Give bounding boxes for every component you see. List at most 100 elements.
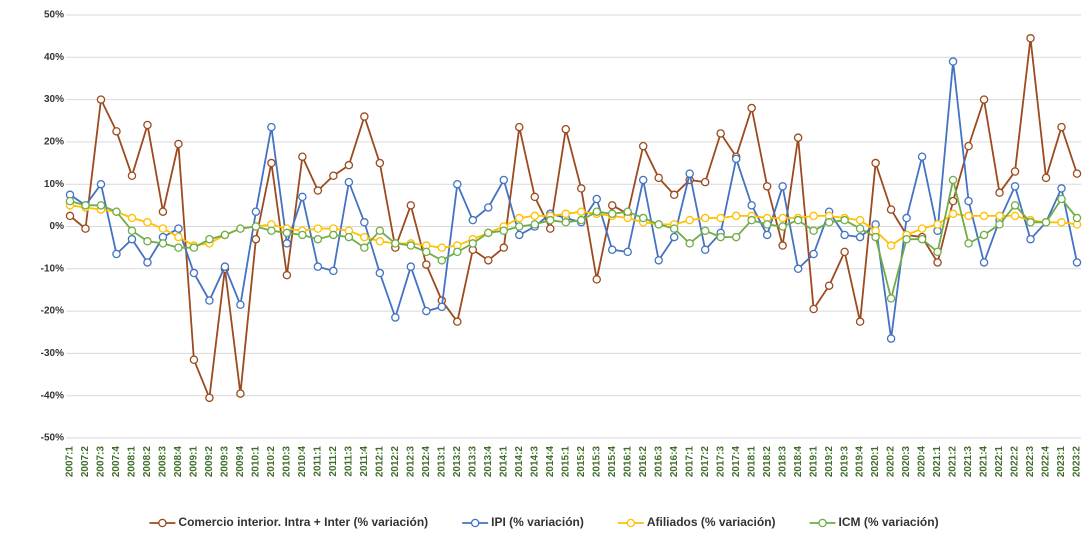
data-point [205, 296, 214, 305]
data-point [375, 158, 385, 168]
data-point [607, 201, 617, 210]
legend-label: Afiliados (% variación) [647, 515, 776, 529]
data-point [499, 226, 509, 235]
data-point [546, 224, 555, 233]
legend-label: ICM (% variación) [839, 515, 939, 529]
x-tick-label: 2018:4 [793, 446, 804, 478]
data-point [731, 154, 741, 164]
x-tick-label: 2017:3 [715, 446, 726, 478]
data-point [1057, 194, 1066, 204]
data-point [700, 245, 710, 255]
data-point [778, 182, 787, 191]
data-point [886, 205, 896, 214]
data-point [778, 241, 787, 250]
x-tick-label: 2010:2 [266, 446, 277, 478]
data-point [1072, 213, 1082, 223]
data-point [313, 224, 323, 233]
y-tick-label: -10% [41, 263, 64, 274]
data-point [855, 317, 865, 326]
data-point [886, 334, 896, 343]
data-point [592, 207, 601, 216]
x-tick-label: 2013:3 [467, 446, 478, 478]
x-tick-label: 2022:4 [1041, 446, 1052, 478]
data-point [96, 201, 106, 210]
data-point [840, 247, 849, 257]
data-point [979, 211, 989, 221]
data-point [375, 268, 385, 278]
data-point [422, 306, 431, 316]
data-point [685, 215, 694, 225]
x-tick-label: 2022:1 [994, 446, 1005, 478]
data-point [1057, 218, 1066, 227]
data-point [329, 266, 338, 276]
data-point [793, 264, 803, 274]
data-point [948, 57, 958, 66]
data-point [964, 211, 973, 221]
data-point [576, 215, 586, 225]
data-point [809, 226, 818, 235]
data-point [282, 270, 292, 280]
data-point [933, 258, 942, 267]
data-point [1041, 218, 1051, 227]
data-point [127, 226, 137, 235]
data-point [809, 304, 818, 314]
data-point [189, 268, 199, 278]
y-tick-label: 20% [44, 137, 64, 148]
data-point [731, 232, 741, 242]
x-tick-label: 2009:1 [189, 446, 200, 478]
x-tick-label: 2011:1 [313, 446, 324, 477]
data-point [530, 192, 540, 202]
x-tick-label: 2009:2 [204, 446, 215, 478]
data-point [65, 196, 75, 206]
y-tick-label: 10% [44, 179, 64, 190]
x-tick-label: 2012:1 [374, 446, 385, 478]
data-point [607, 245, 617, 255]
data-point [561, 124, 571, 134]
data-point [778, 222, 787, 231]
data-point [220, 230, 230, 240]
data-point [143, 258, 152, 267]
x-tick-label: 2007:1 [65, 446, 76, 478]
data-point [917, 152, 927, 161]
x-tick-label: 2010:3 [282, 446, 293, 478]
data-point [499, 175, 509, 185]
x-tick-label: 2011:3 [344, 446, 355, 477]
data-point [344, 177, 354, 187]
x-tick-label: 2016:3 [653, 446, 664, 478]
data-point [979, 230, 989, 240]
data-point [298, 192, 307, 202]
data-point [267, 158, 276, 168]
data-point [747, 103, 756, 113]
data-point [871, 232, 880, 242]
x-tick-label: 2019:1 [808, 446, 819, 478]
x-tick-label: 2007:2 [80, 446, 91, 478]
data-point [809, 211, 818, 221]
x-tick-label: 2020:1 [870, 446, 881, 478]
data-point [360, 243, 369, 252]
data-point [236, 300, 245, 310]
data-point [298, 230, 307, 240]
data-point [422, 260, 431, 269]
data-point [762, 182, 772, 191]
data-point [391, 313, 400, 322]
data-point [933, 220, 942, 229]
data-point [530, 211, 540, 221]
data-point [406, 241, 416, 250]
x-tick-label: 2016:4 [669, 446, 680, 478]
data-point [700, 177, 710, 187]
x-tick-label: 2015:2 [576, 446, 587, 478]
x-tick-label: 2007:3 [96, 446, 107, 478]
data-point [65, 211, 75, 221]
data-point [638, 175, 648, 185]
x-tick-label: 2017:1 [684, 446, 695, 478]
data-point [546, 215, 555, 225]
x-tick-label: 2013:4 [483, 446, 494, 478]
data-point [762, 220, 772, 229]
x-tick-label: 2020:3 [901, 446, 912, 478]
x-tick-label: 2008:1 [127, 446, 138, 478]
data-point [995, 211, 1004, 221]
data-point [112, 207, 121, 216]
x-tick-label: 2010:1 [251, 446, 262, 478]
data-point [360, 232, 369, 242]
